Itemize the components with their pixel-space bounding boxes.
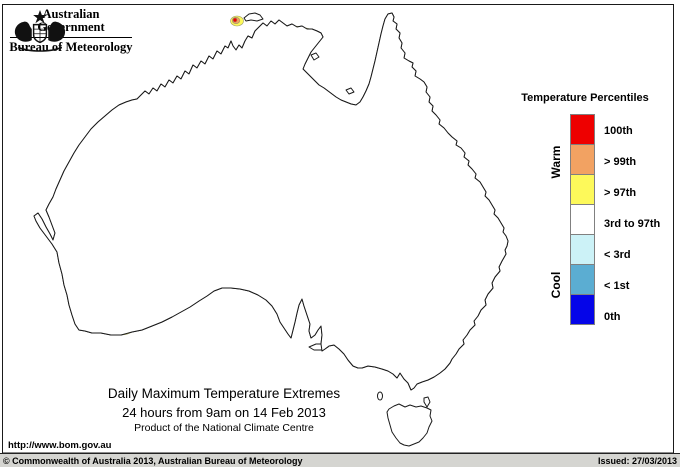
map-product-line: Product of the National Climate Centre bbox=[134, 422, 314, 434]
map-subtitle: 24 hours from 9am on 14 Feb 2013 bbox=[122, 405, 326, 420]
legend-swatch-lt1st bbox=[570, 264, 595, 295]
legend-label-3rd-97th: 3rd to 97th bbox=[604, 217, 661, 230]
mornington-island bbox=[345, 87, 355, 95]
copyright-text: © Commonwealth of Australia 2013, Austra… bbox=[3, 455, 303, 466]
legend-label-column: 100th > 99th > 97th 3rd to 97th < 3rd < … bbox=[604, 115, 660, 332]
legend-label-lt3rd: < 3rd bbox=[604, 248, 631, 261]
legend-swatch-gt97th bbox=[570, 174, 595, 205]
legend-swatch-0th bbox=[570, 294, 595, 325]
warm-region-tiwi-100th bbox=[232, 17, 238, 23]
map-title: Daily Maximum Temperature Extremes bbox=[107, 386, 341, 401]
map-title-block: Daily Maximum Temperature Extremes 24 ho… bbox=[89, 385, 359, 435]
footer-bar: © Commonwealth of Australia 2013, Austra… bbox=[0, 453, 680, 467]
legend-swatch-lt3rd bbox=[570, 234, 595, 265]
legend-title: Temperature Percentiles bbox=[521, 92, 649, 104]
legend-label-lt1st: < 1st bbox=[604, 279, 630, 292]
logo-divider bbox=[10, 37, 132, 38]
bom-url-text: http://www.bom.gov.au bbox=[8, 440, 112, 451]
coastline-overlay bbox=[33, 12, 509, 391]
legend-label-gt97th: > 97th bbox=[604, 186, 637, 199]
groote-island bbox=[310, 52, 320, 61]
king-island bbox=[377, 391, 383, 401]
flinders-island bbox=[423, 396, 431, 408]
legend-label-gt99th: > 99th bbox=[604, 155, 637, 168]
bom-logo: Australian Government Bureau of Meteorol… bbox=[8, 8, 134, 54]
legend-swatch-column bbox=[570, 114, 595, 325]
legend-label-100th: 100th bbox=[604, 124, 633, 137]
logo-bureau-text: Bureau of Meteorology bbox=[9, 40, 133, 54]
legend-swatch-100th bbox=[570, 114, 595, 145]
legend-label-0th: 0th bbox=[604, 310, 621, 323]
coat-of-arms-icon bbox=[14, 9, 66, 52]
tasmania-outline bbox=[386, 403, 433, 447]
legend-cool-label: Cool bbox=[549, 271, 563, 299]
tiwi-islands-outline bbox=[243, 12, 264, 22]
issued-date: Issued: 27/03/2013 bbox=[597, 455, 677, 466]
legend-warm-label: Warm bbox=[549, 145, 563, 179]
legend-swatch-3rd-97th bbox=[570, 204, 595, 235]
legend-swatch-gt99th bbox=[570, 144, 595, 175]
